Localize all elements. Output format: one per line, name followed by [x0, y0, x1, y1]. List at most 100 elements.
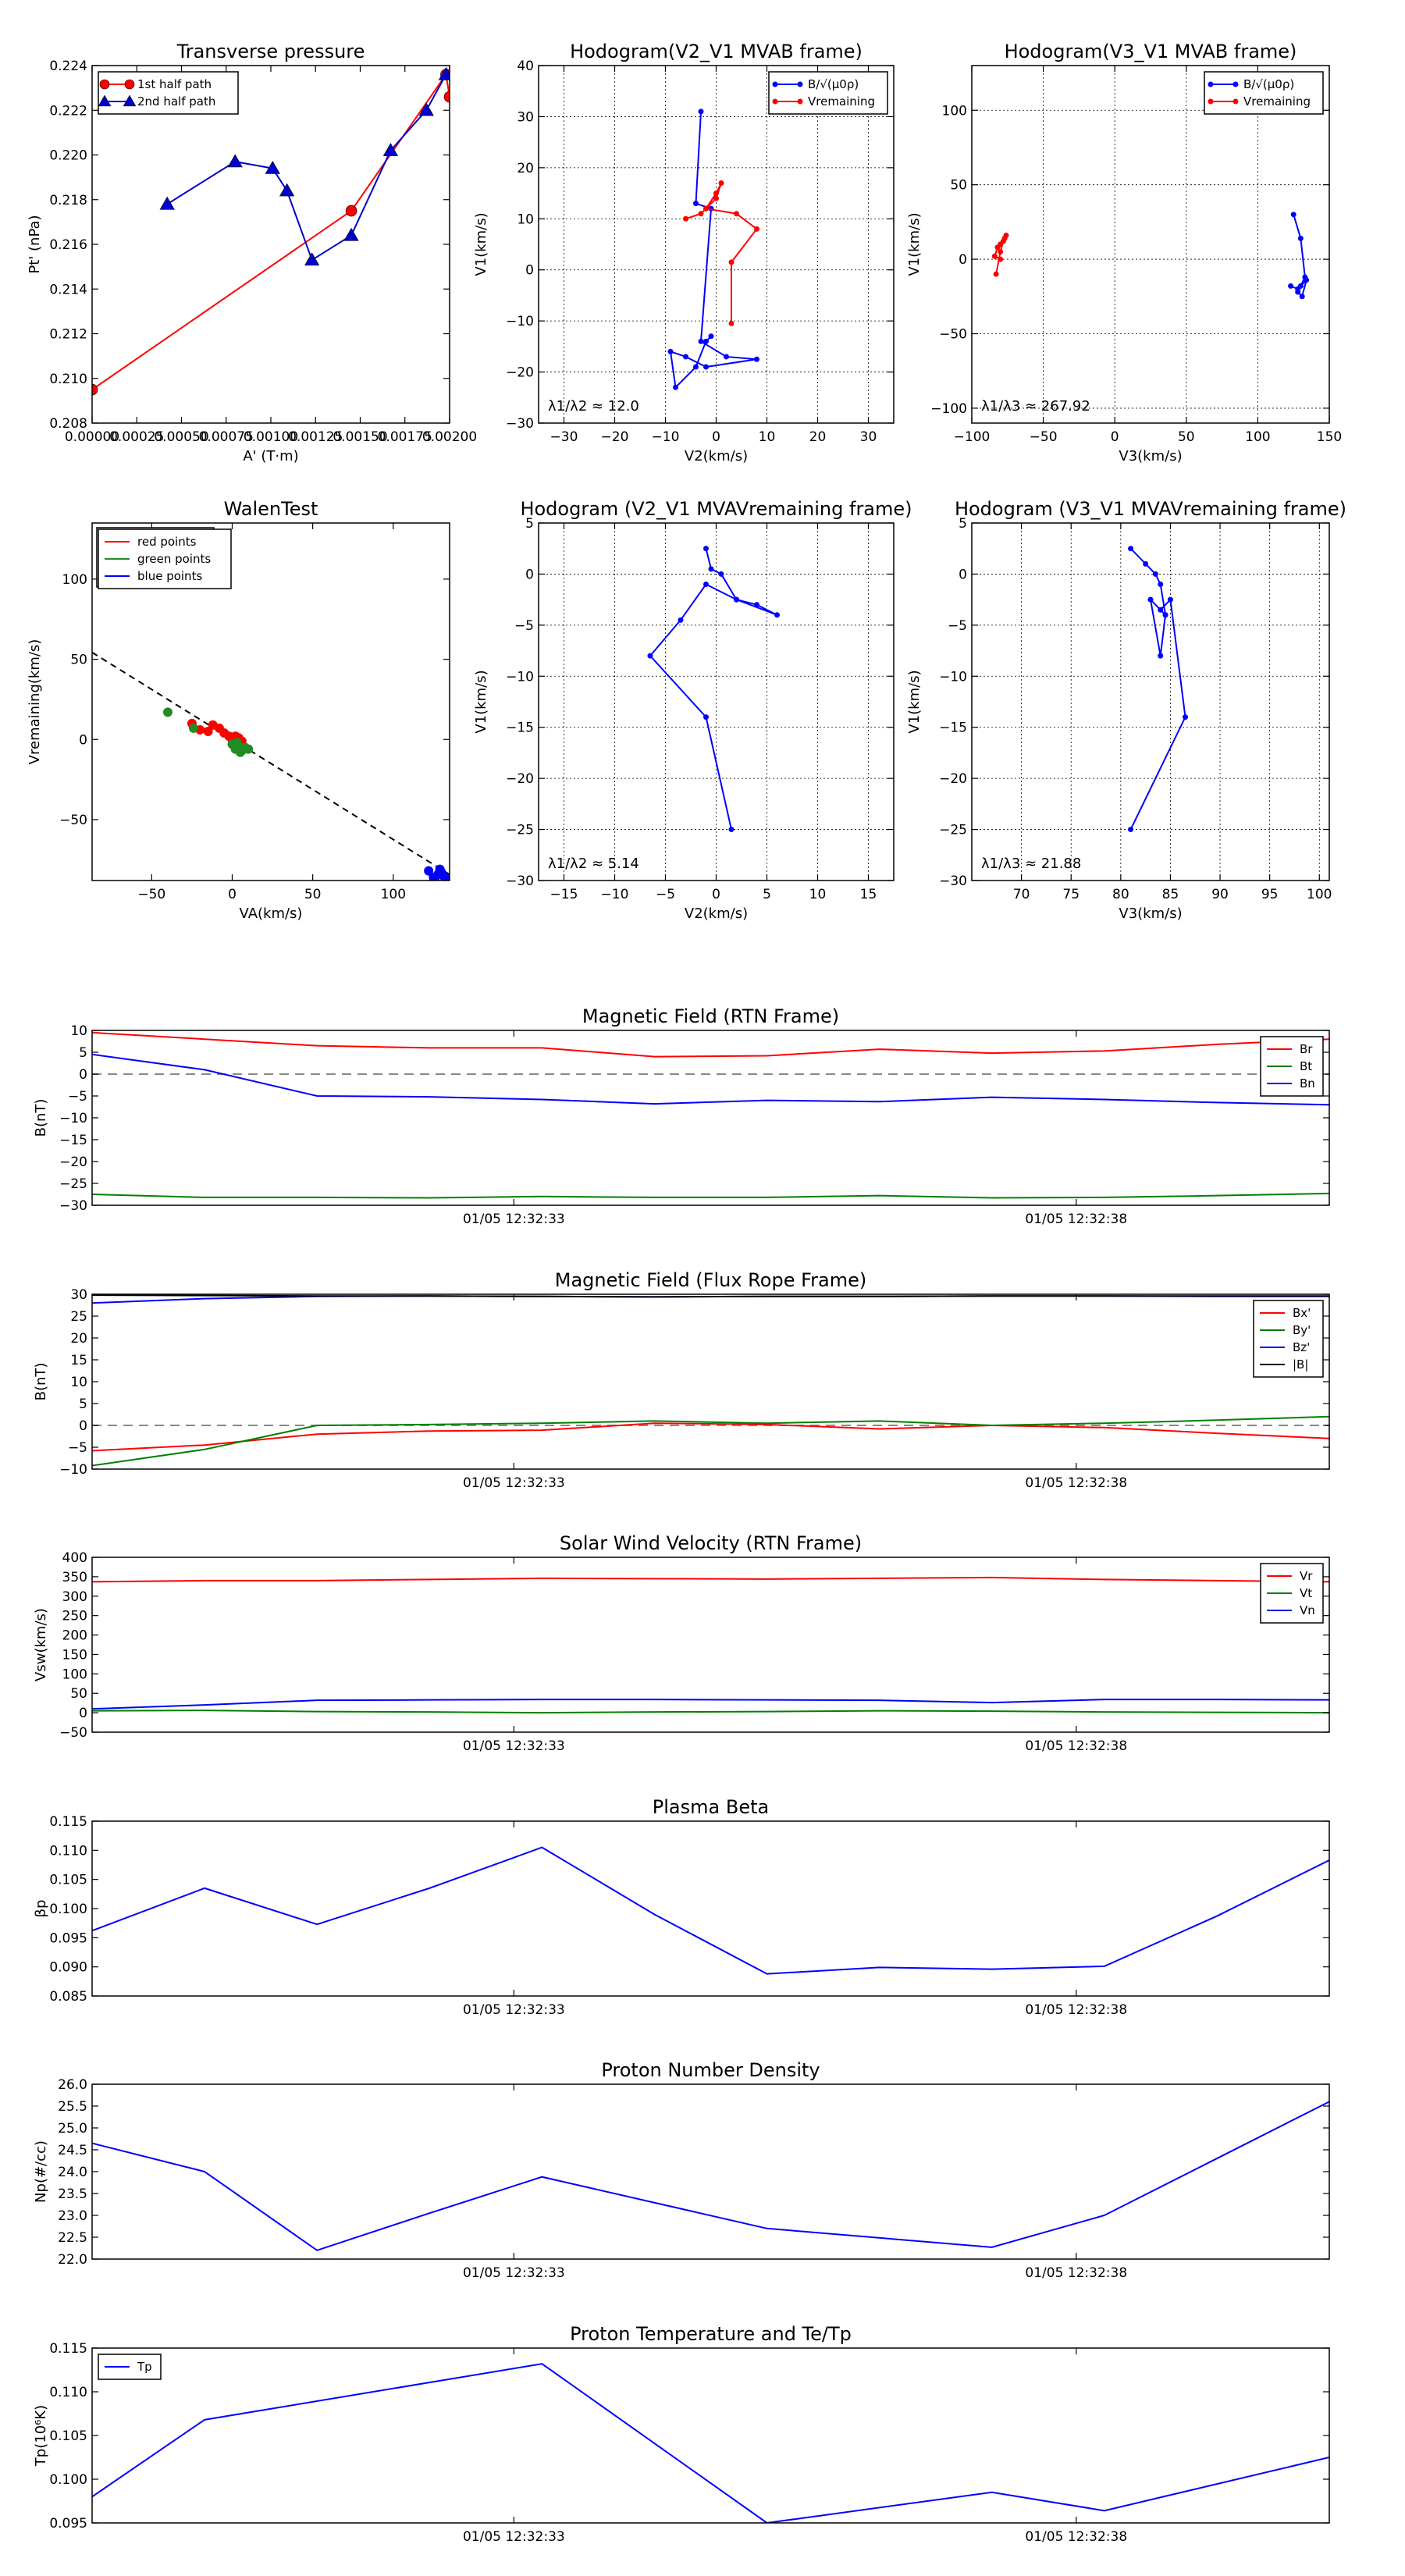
y-axis-label: Vremaining(km/s): [27, 639, 43, 765]
y-tick-label: 0.218: [49, 193, 87, 208]
x-tick-label: −10: [601, 887, 629, 902]
chart-hodogram-v2-v1-mvav: −15 −10 −5 0 5 10 15−30−25−20−15−10−505Hodogra…: [473, 498, 912, 922]
legend-label: Tp: [137, 2360, 152, 2374]
series-b-0-: [667, 109, 759, 390]
legend-marker: [772, 98, 778, 105]
y-tick-label: 400: [62, 1550, 87, 1566]
x-tick-label: 01/05 12:32:38: [1025, 1738, 1127, 1754]
data-point: [724, 354, 729, 360]
scatter-point: [435, 864, 445, 874]
chart-title: Hodogram(V3_V1 MVAB frame): [1005, 41, 1297, 62]
series-tp: [92, 2363, 1329, 2523]
y-tick-label: 0: [959, 567, 967, 582]
chart-hodogram-v3-v1-mvav: 70 75 80 85 90 95 100 −30 −25 −20 −15 −10 −5 0 5Hodogr…: [906, 498, 1346, 922]
scatter-point: [203, 726, 213, 736]
chart-title: Proton Number Density: [601, 2059, 820, 2081]
legend-label: Vremaining: [1243, 94, 1311, 109]
data-point: [304, 252, 320, 266]
legend-marker: [772, 81, 778, 87]
x-tick-label: −50: [137, 887, 165, 902]
plot-area: [92, 1030, 1329, 1205]
chart-hodogram-v3-v1-mvab: −100 −50 0 50 100 150 −100 −50 0 50 100 Hodogram(V3…: [906, 41, 1342, 464]
data-point: [693, 364, 699, 370]
legend-marker: [1232, 98, 1239, 105]
x-tick-label: 70: [1013, 887, 1030, 902]
data-point: [678, 617, 684, 623]
data-point: [227, 154, 243, 168]
data-point: [728, 259, 735, 265]
x-tick-label: 0.00000: [65, 429, 119, 445]
data-point: [703, 205, 709, 212]
y-tick-label: 0.115: [49, 2341, 87, 2357]
y-tick-label: 0.100: [49, 2472, 87, 2488]
x-tick-label: 150: [1317, 429, 1342, 445]
y-tick-label: −15: [506, 720, 534, 736]
data-point: [774, 612, 780, 618]
y-axis-label: Pt' (nPa): [27, 215, 43, 273]
legend-label: Bz': [1293, 1340, 1310, 1354]
y-tick-label: 25.5: [58, 2099, 87, 2115]
series-blue-points: [424, 864, 450, 881]
data-point: [728, 827, 735, 833]
y-tick-label: 20: [70, 1331, 87, 1347]
data-point: [754, 602, 759, 608]
legend-label: 2nd half path: [137, 94, 215, 109]
x-tick-label: 0.00050: [154, 429, 208, 445]
y-tick-label: 22.5: [58, 2230, 87, 2246]
chart-title: Solar Wind Velocity (RTN Frame): [560, 1532, 862, 1554]
y-tick-label: 30: [517, 109, 534, 125]
y-tick-label: 23.0: [58, 2208, 87, 2224]
series-beta: [92, 1846, 1329, 1975]
fit-line: [92, 651, 450, 876]
data-point: [265, 160, 280, 174]
chart-title: WalenTest: [224, 498, 318, 520]
x-tick-label: 0: [712, 887, 720, 902]
chart-title: Magnetic Field (Flux Rope Frame): [555, 1269, 866, 1291]
eigenvalue-ratio-annotation: λ1/λ3 ≈ 267.92: [981, 398, 1090, 415]
plot-area: [539, 523, 894, 881]
x-tick-label: 01/05 12:32:38: [1025, 1212, 1127, 1227]
plot-area: [972, 66, 1329, 423]
y-tick-label: 100: [942, 103, 967, 119]
data-point: [734, 211, 739, 217]
series-b-0-: [1288, 212, 1310, 300]
x-tick-label: 01/05 12:32:33: [463, 1212, 565, 1227]
series-bn: [92, 1053, 1329, 1106]
x-tick-label: 75: [1062, 887, 1080, 902]
data-point: [703, 582, 709, 588]
y-tick-label: 50: [70, 653, 87, 668]
chart-solar-wind-velocity: 01/05 12:32:33 01/05 12:32:38 −50 0 50 100 150…: [33, 1532, 1330, 1754]
x-tick-label: −30: [550, 429, 578, 445]
chart-title: Magnetic Field (RTN Frame): [582, 1005, 839, 1027]
data-point: [1295, 286, 1301, 292]
data-layer: [647, 546, 780, 833]
x-tick-label: 85: [1162, 887, 1179, 902]
y-tick-label: −100: [930, 401, 967, 417]
y-tick-label: 20: [517, 161, 534, 176]
plot-frame: [91, 522, 450, 881]
y-tick-label: 22.0: [58, 2252, 87, 2268]
y-tick-label: 5: [79, 1045, 87, 1061]
x-tick-label: 95: [1261, 887, 1279, 902]
x-axis-label: VA(km/s): [240, 906, 303, 922]
series-line: [92, 1699, 1329, 1710]
legend-label: |B|: [1293, 1357, 1308, 1372]
data-point: [754, 356, 759, 362]
legend-label: red points: [137, 535, 197, 549]
data-point: [1147, 596, 1154, 603]
data-point: [343, 227, 359, 241]
scatter-point: [441, 873, 450, 881]
data-point: [703, 364, 709, 370]
data-point: [998, 256, 1004, 262]
x-tick-label: 50: [1178, 429, 1195, 445]
data-point: [713, 190, 719, 197]
x-axis-label: A' (T·m): [243, 448, 298, 464]
y-tick-label: −30: [939, 873, 967, 889]
scatter-point: [232, 738, 242, 748]
y-tick-label: 0.222: [49, 103, 87, 119]
y-tick-label: 150: [62, 1647, 87, 1663]
plot-area: [92, 1557, 1329, 1732]
chart-hodogram-v2-v1-mvab: −30 −20 −10 0 10 20 30 −30 −20 −10 0 10 20 30 40 Hodogr…: [473, 41, 895, 464]
series-2nd-half-path: [159, 66, 450, 266]
data-point: [698, 109, 704, 115]
